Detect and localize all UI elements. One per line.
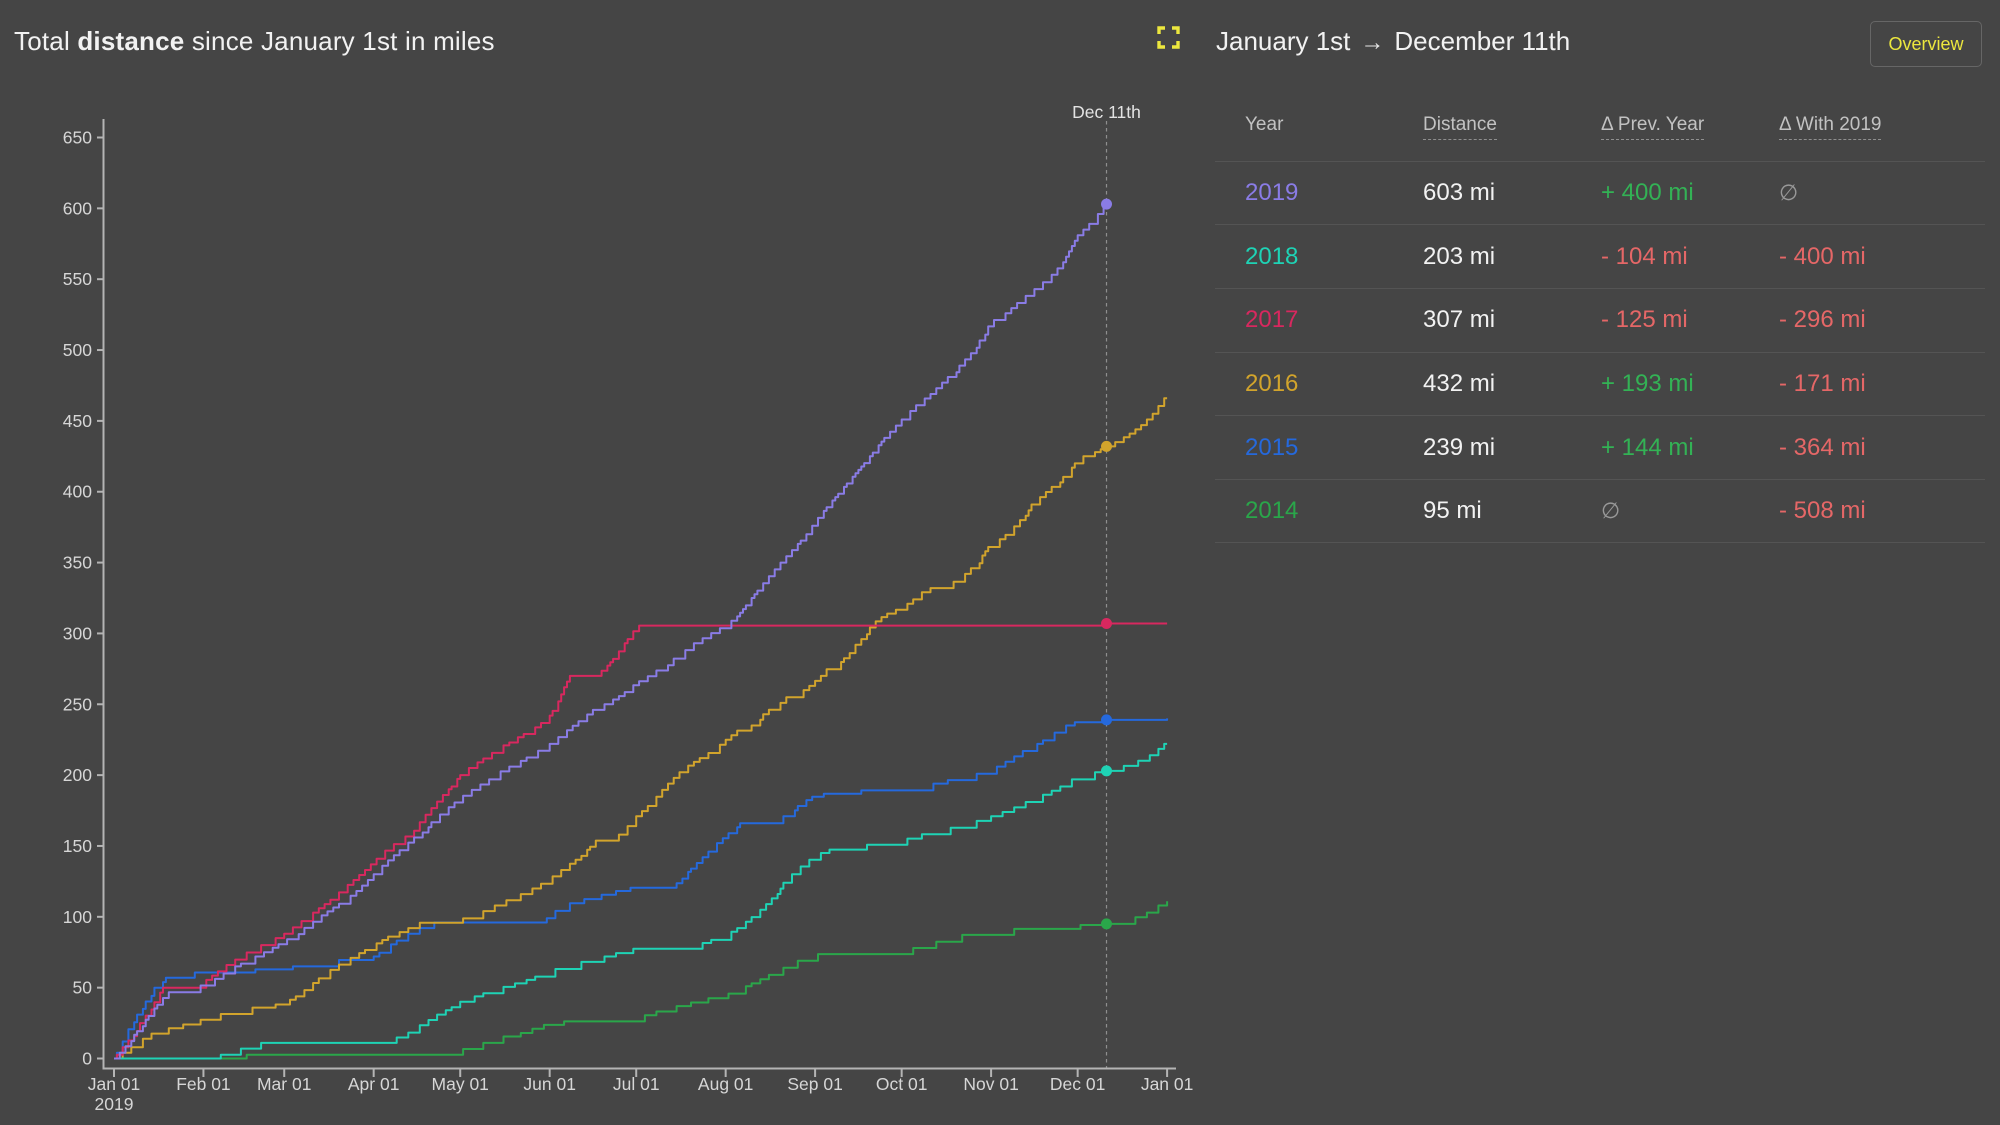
year-cell: 2016 [1245, 369, 1299, 397]
column-header-delta-prev-year[interactable]: Δ Prev. Year [1601, 114, 1705, 140]
y-tick-label: 400 [63, 482, 92, 502]
fullscreen-button[interactable] [1157, 26, 1180, 49]
chart-marker-dot-2016 [1101, 440, 1113, 452]
delta-with-2019-cell: - 400 mi [1779, 242, 1866, 270]
year-cell: 2015 [1245, 433, 1299, 461]
x-tick-label: Sep 01 [787, 1074, 842, 1094]
year-cell: 2019 [1245, 178, 1299, 206]
x-tick-label: Feb 01 [176, 1074, 230, 1094]
distance-cell: 307 mi [1423, 306, 1496, 334]
delta-prev-year-cell: + 193 mi [1601, 369, 1694, 397]
distance-cell: 95 mi [1423, 496, 1482, 524]
chart-line-2017 [114, 622, 1168, 1060]
date-range-header: January 1st → December 11th [1216, 26, 1570, 57]
x-tick-label: Aug 01 [698, 1074, 753, 1094]
y-tick-label: 0 [82, 1049, 92, 1069]
delta-with-2019-cell: - 508 mi [1779, 496, 1866, 524]
column-header-distance[interactable]: Distance [1423, 114, 1497, 140]
table-row[interactable]: 2019 603 mi + 400 mi ∅ [1215, 160, 1985, 225]
y-tick-label: 350 [63, 553, 92, 573]
y-tick-label: 650 [63, 128, 92, 148]
column-header-delta-with-2019[interactable]: Δ With 2019 [1779, 114, 1882, 140]
chart-line-2019 [114, 204, 1108, 1060]
year-cell: 2014 [1245, 496, 1299, 524]
x-tick-label: Nov 01 [963, 1074, 1018, 1094]
x-tick-year-label: 2019 [95, 1094, 134, 1114]
distance-line-chart: 0 50 100 150 200 250 300 350 400 450 500 550 600 650 J… [63, 102, 1194, 1114]
year-cell: 2018 [1245, 242, 1299, 270]
chart-marker-dot-2014 [1101, 918, 1113, 930]
column-header-year: Year [1245, 114, 1284, 135]
table-row[interactable]: 2018 203 mi - 104 mi - 400 mi [1215, 224, 1985, 288]
year-cell: 2017 [1245, 306, 1299, 334]
delta-with-2019-cell: - 171 mi [1779, 369, 1866, 397]
x-tick-label: Mar 01 [257, 1074, 311, 1094]
delta-prev-year-cell: ∅ [1601, 497, 1621, 523]
table-header-row: Year Distance Δ Prev. Year Δ With 2019 [1215, 96, 1985, 161]
table-row[interactable]: 2015 239 mi + 144 mi - 364 mi [1215, 415, 1985, 479]
x-tick-label: May 01 [432, 1074, 489, 1094]
distance-cell: 603 mi [1423, 178, 1496, 206]
y-tick-label: 200 [63, 765, 92, 785]
x-tick-label: Jan 01 [88, 1074, 141, 1094]
fullscreen-icon [1157, 26, 1180, 49]
title-prefix: Total [14, 26, 78, 56]
x-tick-label: Oct 01 [876, 1074, 928, 1094]
distance-cell: 203 mi [1423, 242, 1496, 270]
table-row[interactable]: 2017 307 mi - 125 mi - 296 mi [1215, 287, 1985, 352]
y-tick-label: 50 [73, 978, 93, 998]
chart-marker-dot-2017 [1101, 618, 1113, 630]
chart-marker-dot-2019 [1101, 198, 1113, 210]
title-metric: distance [77, 26, 185, 56]
table-row[interactable]: 2016 432 mi + 193 mi - 171 mi [1215, 351, 1985, 416]
delta-prev-year-cell: + 400 mi [1601, 178, 1694, 206]
delta-prev-year-cell: - 104 mi [1601, 242, 1688, 270]
x-tick-label: Jun 01 [523, 1074, 576, 1094]
title-suffix: since January 1st in miles [184, 26, 495, 56]
y-tick-label: 600 [63, 198, 92, 218]
chart-line-2016 [114, 397, 1168, 1060]
chart-line-2014 [114, 901, 1169, 1060]
x-tick-label: Apr 01 [348, 1074, 400, 1094]
range-end-date: December 11th [1394, 26, 1571, 56]
y-tick-label: 150 [63, 836, 92, 856]
delta-prev-year-cell: - 125 mi [1601, 306, 1688, 334]
table-row[interactable]: 2014 95 mi ∅ - 508 mi [1215, 478, 1985, 543]
y-tick-label: 300 [63, 623, 92, 643]
overview-button[interactable]: Overview [1870, 21, 1982, 67]
x-tick-label: Jul 01 [613, 1074, 660, 1094]
arrow-right-icon: → [1360, 29, 1385, 56]
y-tick-label: 100 [63, 907, 92, 927]
current-date-marker-label: Dec 11th [1072, 102, 1141, 122]
year-comparison-table: Year Distance Δ Prev. Year Δ With 2019 2… [1215, 96, 1985, 543]
chart-line-2018 [114, 742, 1168, 1060]
distance-cell: 432 mi [1423, 369, 1496, 397]
range-start-date: January 1st [1216, 26, 1351, 56]
delta-prev-year-cell: + 144 mi [1601, 433, 1694, 461]
chart-marker-dot-2015 [1101, 714, 1113, 726]
x-tick-label: Dec 01 [1050, 1074, 1105, 1094]
x-tick-label: Jan 01 [1141, 1074, 1194, 1094]
delta-with-2019-cell: - 364 mi [1779, 433, 1866, 461]
delta-with-2019-cell: ∅ [1779, 179, 1799, 205]
distance-cell: 239 mi [1423, 433, 1496, 461]
chart-marker-dot-2018 [1101, 765, 1113, 777]
y-tick-label: 250 [63, 694, 92, 714]
page-title: Total distance since January 1st in mile… [14, 26, 495, 57]
y-tick-label: 450 [63, 411, 92, 431]
delta-with-2019-cell: - 296 mi [1779, 306, 1866, 334]
chart-line-2015 [114, 718, 1169, 1060]
y-tick-label: 500 [63, 340, 92, 360]
y-tick-label: 550 [63, 269, 92, 289]
